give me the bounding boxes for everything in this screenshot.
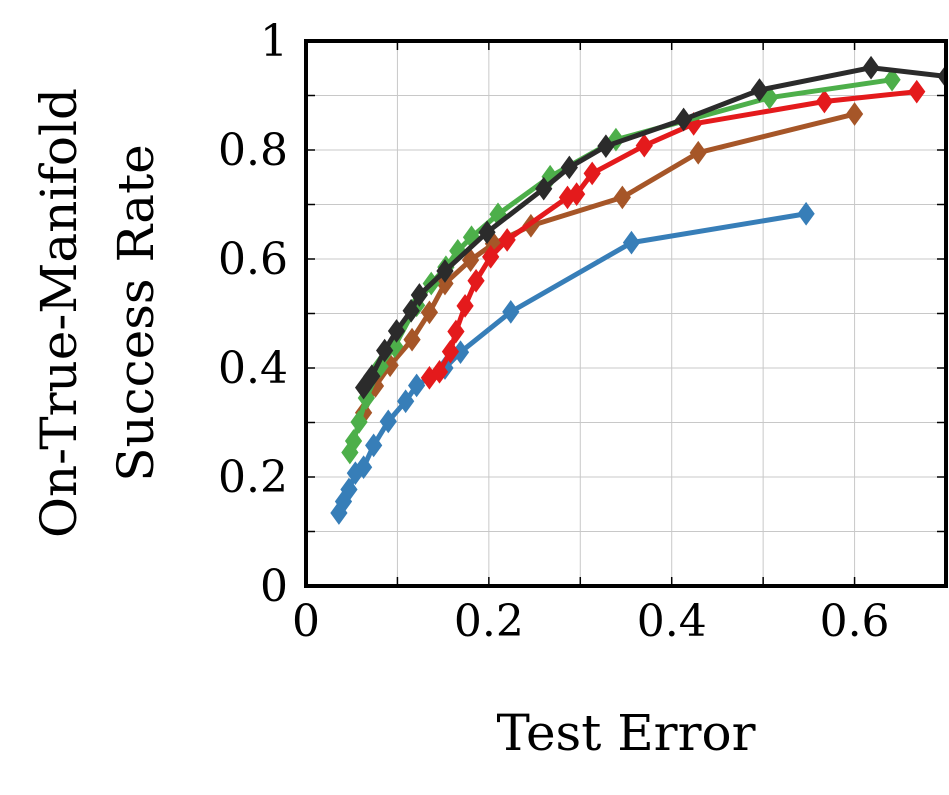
plot-frame [304, 39, 948, 588]
y-tick-label: 0.6 [218, 234, 288, 285]
y-axis-label-line2: Success Rate [107, 144, 165, 482]
data-point [482, 244, 500, 269]
data-point [402, 298, 420, 323]
data-point [583, 161, 601, 186]
data-point [403, 327, 421, 352]
data-point [344, 429, 363, 453]
series-3 [420, 79, 926, 390]
data-point [908, 79, 926, 104]
data-point [461, 248, 480, 272]
y-tick-label: 0 [260, 561, 288, 612]
data-point [436, 259, 454, 283]
data-point [845, 102, 864, 126]
data-point [750, 78, 769, 102]
data-point [350, 410, 368, 434]
data-point [387, 319, 406, 343]
data-point [430, 359, 449, 384]
data-point [498, 228, 516, 252]
data-point [689, 140, 707, 165]
data-point [622, 230, 641, 255]
data-point [467, 268, 485, 293]
data-point [862, 55, 880, 80]
data-point [354, 455, 373, 480]
data-point [365, 433, 383, 458]
data-point [447, 319, 465, 344]
x-tick-label: 0.6 [820, 596, 890, 647]
data-point [797, 201, 815, 226]
y-tick-label: 0.2 [218, 452, 288, 503]
data-point [456, 294, 474, 318]
axes [304, 39, 948, 588]
data-point [568, 182, 586, 206]
data-point [815, 89, 834, 114]
data-point [363, 364, 381, 389]
x-tick-label: 0.4 [637, 596, 707, 647]
data-point [635, 133, 653, 158]
data-point [436, 271, 454, 296]
series-4 [341, 67, 901, 465]
data-point [376, 338, 394, 363]
y-axis-label-line1: On-True-Manifold [30, 88, 88, 538]
data-point [478, 220, 496, 245]
y-tick-label: 1 [260, 16, 288, 67]
grid [306, 41, 946, 586]
x-tick-label: 0.2 [454, 596, 524, 647]
data-point [410, 283, 428, 307]
x-axis-label: Test Error [496, 704, 755, 762]
series-layer [330, 55, 946, 525]
series-5 [354, 55, 946, 400]
data-point [397, 389, 415, 414]
data-point [883, 67, 901, 92]
data-point [408, 373, 426, 398]
data-point [340, 477, 358, 502]
data-point [420, 300, 439, 325]
series-1 [330, 201, 815, 525]
data-point [613, 185, 631, 210]
tick-labels: 0 0.2 0.4 0.6 0 0.2 0.4 0.6 0.8 1 [218, 16, 890, 647]
data-point [597, 134, 615, 159]
data-point [502, 300, 520, 324]
data-point [441, 339, 460, 364]
data-point [560, 155, 578, 180]
y-tick-label: 0.8 [218, 125, 288, 176]
data-point [535, 176, 553, 201]
data-point [674, 107, 693, 132]
data-point [379, 409, 397, 434]
x-tick-label: 0 [292, 596, 320, 647]
y-tick-label: 0.4 [218, 343, 288, 394]
